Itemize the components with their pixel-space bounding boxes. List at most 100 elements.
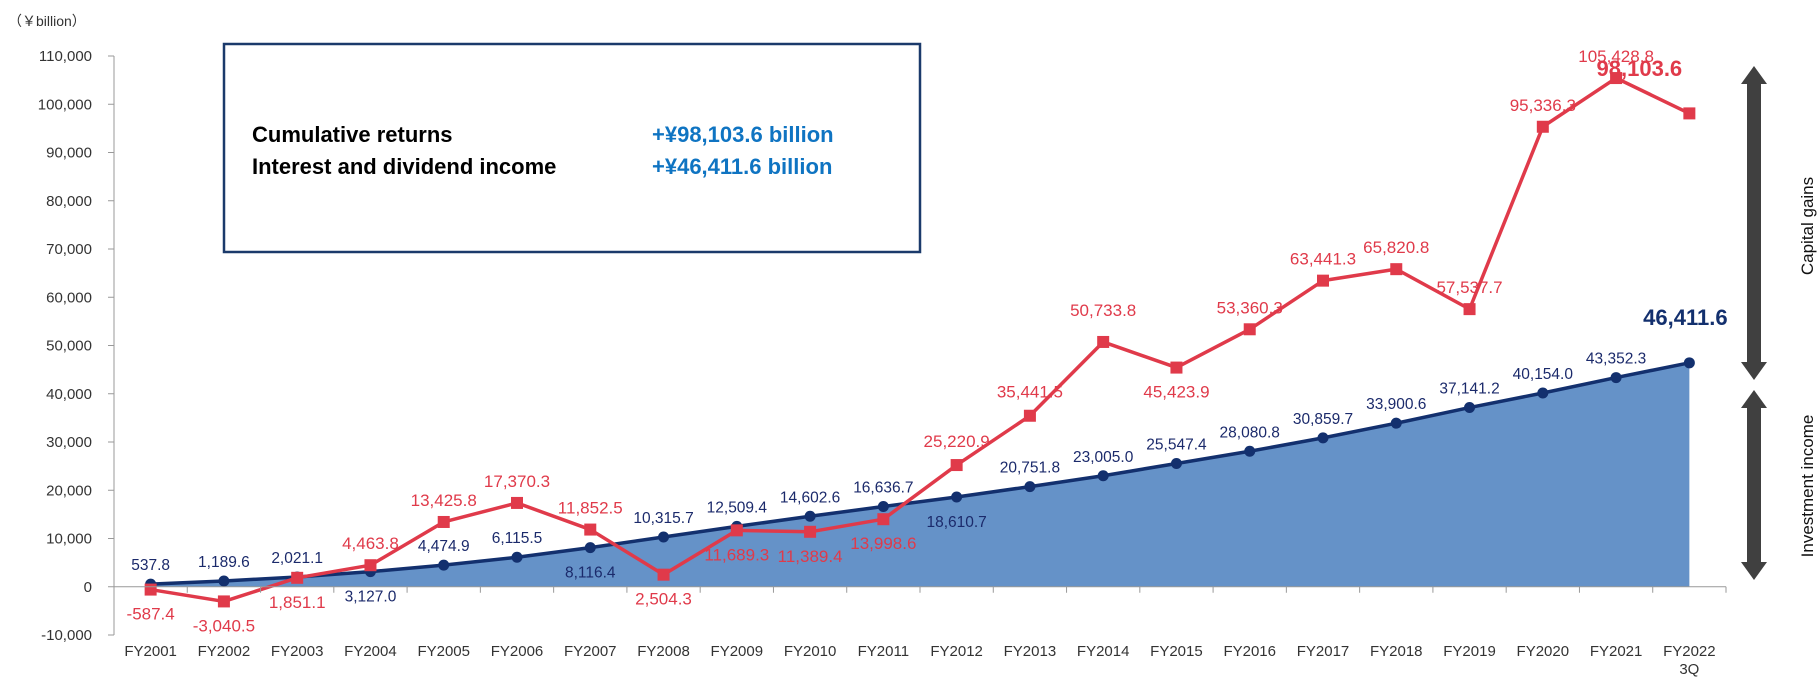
interest-dividend-point <box>1683 357 1695 369</box>
cumulative-returns-point <box>144 583 157 596</box>
x-tick-label: FY2002 <box>198 643 251 660</box>
investment-income-area <box>150 362 1690 587</box>
interest-dividend-point <box>951 491 963 503</box>
x-tick-label: FY2007 <box>564 643 617 660</box>
investment-income-indicator: Investment income <box>1741 390 1817 580</box>
cumulative-returns-data-label: 45,423.9 <box>1143 383 1209 402</box>
cumulative-returns-data-label: 57,537.7 <box>1436 278 1502 297</box>
interest-dividend-point <box>877 500 889 512</box>
cumulative-returns-line <box>150 76 1691 604</box>
x-tick-label: FY2006 <box>491 643 544 660</box>
y-tick-label: 10,000 <box>46 531 92 548</box>
cumulative-returns-point <box>1610 72 1623 85</box>
cumulative-returns-point <box>291 571 304 584</box>
interest-dividend-data-label: 537.8 <box>131 557 170 574</box>
interest-dividend-point <box>1464 402 1476 414</box>
summary-value-cumulative: +¥98,103.6 billion <box>652 122 834 147</box>
cumulative-returns-point <box>1683 107 1696 120</box>
cumulative-returns-point <box>364 559 377 572</box>
cumulative-returns-data-label: 4,463.8 <box>342 534 399 553</box>
capital-gains-label: Capital gains <box>1798 177 1817 275</box>
cumulative-returns-point <box>1170 361 1183 374</box>
investment-income-arrow-down-icon <box>1741 562 1767 580</box>
x-tick-label: FY2008 <box>637 643 690 660</box>
cumulative-returns-point <box>217 595 230 608</box>
interest-dividend-point <box>218 575 230 587</box>
unit-label: （￥billion） <box>8 13 86 29</box>
x-tick-label: FY2010 <box>784 643 837 660</box>
cumulative-returns-data-label: 105,428.8 <box>1578 47 1654 66</box>
x-tick-label: FY2009 <box>711 643 764 660</box>
interest-dividend-data-label: 23,005.0 <box>1073 449 1134 466</box>
summary-label-cumulative: Cumulative returns <box>252 122 453 147</box>
interest-dividend-data-label: 20,751.8 <box>1000 460 1060 477</box>
cumulative-returns-data-label: 95,336.3 <box>1510 96 1576 115</box>
cumulative-returns-point <box>1317 274 1329 287</box>
cumulative-returns-final-label: 98,103.6 <box>1597 56 1683 81</box>
summary-value-income: +¥46,411.6 billion <box>652 154 832 179</box>
cumulative-returns-data-label: 65,820.8 <box>1363 238 1429 257</box>
interest-dividend-final-label: 46,411.6 <box>1643 305 1727 330</box>
x-tick-label: FY2012 <box>930 643 983 660</box>
interest-dividend-point <box>1390 417 1402 429</box>
summary-box: Cumulative returns +¥98,103.6 billion In… <box>222 42 922 254</box>
interest-dividend-point <box>658 531 670 543</box>
cumulative-returns-data-label: 11,689.3 <box>704 545 769 564</box>
cumulative-returns-data-label: 25,220.9 <box>924 432 990 451</box>
interest-dividend-data-label: 18,610.7 <box>926 514 986 531</box>
cumulative-returns-point <box>1023 409 1036 422</box>
summary-label-income: Interest and dividend income <box>252 154 556 179</box>
interest-dividend-data-label: 28,080.8 <box>1220 424 1280 441</box>
interest-dividend-series: 537.8 1,189.6 2,021.1 3,127.0 4,474.9 6,115.5… <box>131 305 1727 606</box>
y-axis: -10,000 0 10,000 20,000 30,000 40,000 50,000 60… <box>38 48 115 644</box>
x-tick-label: FY2014 <box>1077 643 1130 660</box>
cumulative-returns-data-label: 63,441.3 <box>1290 250 1356 269</box>
cumulative-returns-point <box>657 568 670 581</box>
interest-dividend-point <box>1170 457 1182 469</box>
y-tick-label: 20,000 <box>46 482 92 499</box>
interest-dividend-point <box>511 551 523 563</box>
cumulative-returns-data-label: 13,998.6 <box>850 534 916 553</box>
investment-income-label: Investment income <box>1798 415 1817 558</box>
interest-dividend-point <box>1097 470 1109 482</box>
interest-dividend-point <box>1244 445 1256 457</box>
interest-dividend-data-label: 40,154.0 <box>1513 366 1574 383</box>
y-tick-label: 100,000 <box>38 96 92 113</box>
interest-dividend-data-label: 3,127.0 <box>345 589 397 606</box>
y-tick-label: 110,000 <box>39 48 92 65</box>
interest-dividend-data-label: 12,509.4 <box>707 499 768 516</box>
x-tick-label: FY2011 <box>858 643 909 660</box>
cumulative-returns-data-label: 11,389.4 <box>778 547 843 566</box>
interest-dividend-data-label: 14,602.6 <box>780 489 840 506</box>
cumulative-returns-point <box>950 459 963 472</box>
interest-dividend-data-label: 10,315.7 <box>633 510 693 527</box>
cumulative-returns-data-label: 17,370.3 <box>484 472 550 491</box>
x-tick-label: FY2016 <box>1223 643 1276 660</box>
cumulative-returns-data-label: 2,504.3 <box>635 590 692 609</box>
cumulative-returns-data-label: 11,852.5 <box>558 499 623 518</box>
interest-dividend-data-label: 2,021.1 <box>271 550 323 567</box>
cumulative-returns-point <box>730 524 743 537</box>
cumulative-returns-point <box>584 523 597 536</box>
y-tick-label: 40,000 <box>46 386 92 403</box>
interest-dividend-data-label: 30,859.7 <box>1293 411 1353 428</box>
x-tick-label: FY2003 <box>271 643 324 660</box>
x-tick-label: FY2018 <box>1370 643 1423 660</box>
interest-dividend-point <box>804 510 816 522</box>
x-tick-label: FY2021 <box>1590 643 1643 660</box>
interest-dividend-data-label: 8,116.4 <box>565 565 616 582</box>
x-tick-label: FY2019 <box>1443 643 1496 660</box>
cumulative-returns-data-label: -587.4 <box>127 605 175 624</box>
interest-dividend-point <box>1317 432 1329 444</box>
summary-box-frame <box>222 42 922 254</box>
cumulative-returns-point <box>804 525 817 538</box>
cumulative-returns-series: -587.4 -3,040.5 1,851.1 4,463.8 13,425.8 17,3… <box>127 47 1696 635</box>
y-tick-label: 80,000 <box>46 193 92 210</box>
cumulative-returns-point <box>1463 303 1476 316</box>
interest-dividend-line <box>150 361 1690 586</box>
y-tick-label: 70,000 <box>46 241 92 258</box>
x-tick-label: FY2022 <box>1663 643 1716 660</box>
cumulative-returns-point <box>1536 120 1549 133</box>
x-tick-label: FY2004 <box>344 643 397 660</box>
